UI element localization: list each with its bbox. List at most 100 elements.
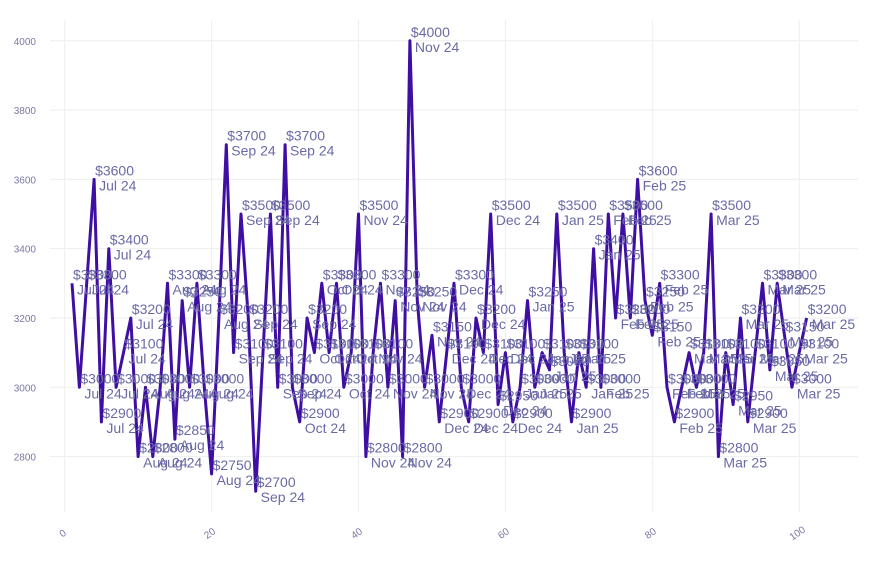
data-label-value: $3100 [352,336,391,352]
data-label-date: Nov 24 [393,385,438,401]
data-label-date: Oct 24 [349,385,390,401]
data-label-value: $3100 [330,336,369,352]
data-label-value: $3100 [800,336,839,352]
data-label-date: Nov 24 [364,212,409,228]
data-label-date: Jul 24 [114,247,152,263]
data-label-date: Aug 24 [173,281,218,297]
data-label-value: $3500 [712,197,751,213]
data-label-date: Feb 25 [687,385,731,401]
data-label-date: Nov 24 [430,385,475,401]
data-label-date: Aug 24 [180,437,225,453]
data-label-date: Sep 24 [253,316,298,332]
data-label-value: $3100 [374,336,413,352]
data-label-value: $3500 [492,197,531,213]
data-label-value: $2900 [573,405,612,421]
data-label-date: Jul 24 [136,316,174,332]
data-label-date: Nov 24 [386,281,431,297]
data-label-date: Aug 24 [143,455,188,471]
data-label-value: $3000 [161,370,200,386]
data-label-date: Aug 24 [150,385,195,401]
data-label-date: Sep 24 [268,351,313,367]
data-label-date: Oct 24 [319,351,360,367]
data-label-value: $3300 [323,266,362,282]
data-label-date: Jan 25 [547,351,589,367]
data-label-date: Jan 25 [569,351,611,367]
data-label-date: Feb 25 [657,333,701,349]
data-label-date: Feb 25 [679,420,723,436]
data-label-value: $3300 [169,266,208,282]
data-label-date: Oct 24 [356,351,397,367]
data-label-date: Dec 24 [496,212,541,228]
data-label-date: Mar 25 [694,351,738,367]
data-label-value: $3100 [315,336,354,352]
data-label-date: Mar 25 [768,281,812,297]
data-label-value: $3500 [271,197,310,213]
x-tick-label: 80 [643,526,659,542]
data-label-date: Sep 24 [290,143,335,159]
y-tick-label: 3200 [14,314,37,325]
data-label-date: Nov 24 [437,333,482,349]
data-label-date: Oct 24 [327,281,368,297]
data-label-date: Mar 25 [701,385,745,401]
data-label-date: Jan 25 [532,299,574,315]
data-label-value: $4000 [411,24,450,40]
data-label-date: Jan 25 [591,385,633,401]
data-label-date: Dec 24 [459,281,504,297]
data-label-date: Feb 25 [606,385,650,401]
data-label-value: $3200 [617,301,656,317]
data-label-date: Jan 25 [584,351,626,367]
data-label-date: Dec 24 [510,351,555,367]
data-label-value: $3000 [587,370,626,386]
data-label-value: $3100 [506,336,545,352]
data-label-date: Feb 25 [665,281,709,297]
data-label-date: Aug 24 [224,316,269,332]
data-label-value: $2900 [301,405,340,421]
data-label-value: $2900 [675,405,714,421]
data-label-value: $3250 [183,284,222,300]
data-label-value: $3000 [668,370,707,386]
data-label-date: Feb 25 [635,316,679,332]
data-label-value: $3200 [477,301,516,317]
data-label-value: $3150 [433,318,472,334]
data-label-value: $3200 [808,301,847,317]
data-label-date: Jan 25 [525,385,567,401]
data-label-date: Sep 24 [246,212,291,228]
data-label-date: Jan 25 [540,385,582,401]
data-label-value: $2750 [213,457,252,473]
